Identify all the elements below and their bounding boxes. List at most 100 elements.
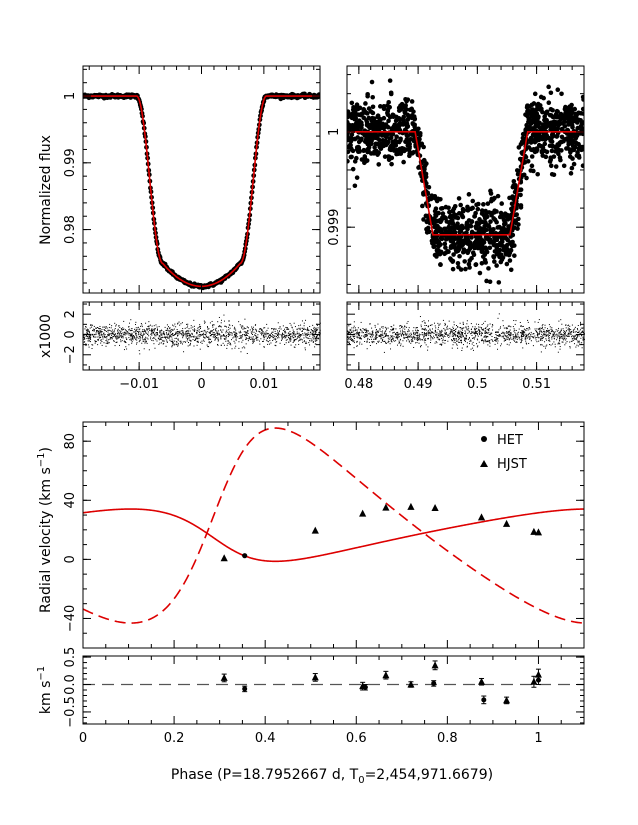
residual-point	[236, 333, 238, 335]
flux-point	[581, 127, 584, 133]
residual-point	[148, 325, 150, 327]
residual-point	[410, 332, 412, 334]
flux-point	[400, 116, 406, 121]
residual-point	[398, 340, 400, 342]
residual-point	[416, 339, 418, 341]
residual-point	[275, 333, 277, 335]
residual-point	[285, 326, 287, 328]
residual-point	[499, 334, 501, 336]
residual-point	[274, 328, 276, 330]
residual-point	[253, 331, 255, 333]
residual-point	[553, 334, 555, 336]
residual-point	[127, 331, 129, 333]
residual-point	[121, 336, 123, 338]
residual-point	[213, 337, 215, 339]
residual-point	[253, 338, 255, 340]
residual-point	[394, 334, 396, 336]
residual-point	[433, 335, 435, 337]
residual-point	[223, 338, 225, 340]
residual-point	[576, 336, 578, 338]
residual-point	[206, 326, 208, 328]
residual-point	[461, 342, 463, 344]
flux-point	[492, 259, 497, 264]
residual-point	[138, 337, 140, 339]
flux-point	[366, 137, 372, 142]
residual-point	[558, 333, 560, 335]
residual-point	[498, 334, 500, 336]
residual-point	[256, 339, 258, 341]
residual-point	[136, 343, 137, 345]
residual-point	[248, 327, 250, 329]
residual-point	[93, 328, 95, 330]
flux-point	[466, 192, 472, 197]
residual-point	[282, 332, 284, 334]
residual-point	[439, 323, 441, 325]
residual-point	[286, 339, 288, 341]
residual-point	[213, 331, 215, 333]
residual-point	[197, 335, 199, 337]
residual-point	[456, 336, 458, 338]
residual-point	[151, 333, 153, 335]
flux-point	[540, 122, 546, 127]
residual-point	[430, 339, 432, 341]
residual-point	[284, 331, 286, 333]
residual-point	[513, 330, 515, 332]
residual-point	[125, 329, 127, 331]
residual-point	[163, 332, 165, 334]
residual-point	[382, 330, 384, 332]
residual-point	[177, 334, 179, 336]
flux-point	[433, 206, 439, 211]
residual-point	[545, 335, 547, 337]
flux-point	[496, 280, 502, 285]
flux-point	[388, 90, 394, 96]
residual-point	[121, 333, 123, 335]
residual-point	[563, 334, 565, 336]
residual-point	[182, 337, 184, 339]
residual-point	[316, 336, 318, 337]
flux-point	[438, 197, 443, 202]
residual-point	[425, 333, 427, 335]
flux-point	[528, 111, 533, 116]
flux-point	[480, 238, 485, 243]
residual-point	[424, 333, 426, 335]
residual-point	[234, 342, 236, 344]
residual-point	[130, 337, 132, 339]
residual-point	[216, 331, 218, 333]
residual-point	[547, 330, 549, 332]
residual-point	[398, 336, 400, 338]
residual-point	[284, 343, 286, 345]
residual-point	[194, 329, 196, 331]
residual-point	[402, 340, 404, 342]
residual-point	[190, 340, 192, 342]
residual-point	[87, 331, 89, 333]
flux-point	[376, 162, 382, 167]
residual-point	[456, 340, 458, 342]
flux-point	[558, 115, 564, 121]
residual-point	[143, 340, 145, 342]
residual-point	[514, 338, 516, 340]
residual-point	[102, 326, 104, 328]
residual-point	[179, 330, 181, 332]
residual-point	[256, 336, 258, 338]
residual-point	[543, 329, 545, 331]
residual-point	[318, 335, 320, 337]
residual-point	[479, 326, 481, 328]
residual-point	[87, 344, 89, 346]
residual-point	[484, 331, 486, 333]
residual-point	[162, 336, 164, 338]
residual-point	[373, 338, 375, 340]
residual-point	[358, 336, 360, 338]
residual-point	[521, 332, 523, 334]
residual-point	[307, 328, 309, 330]
residual-point	[487, 328, 489, 330]
residual-point	[565, 331, 567, 333]
residual-point	[168, 329, 170, 331]
residual-point	[303, 328, 305, 330]
residual-point	[275, 341, 277, 343]
residual-point	[206, 344, 208, 346]
residual-point	[488, 340, 490, 342]
residual-point	[551, 336, 553, 338]
residual-point	[284, 336, 286, 338]
flux-point	[511, 183, 516, 188]
residual-point	[464, 341, 466, 343]
